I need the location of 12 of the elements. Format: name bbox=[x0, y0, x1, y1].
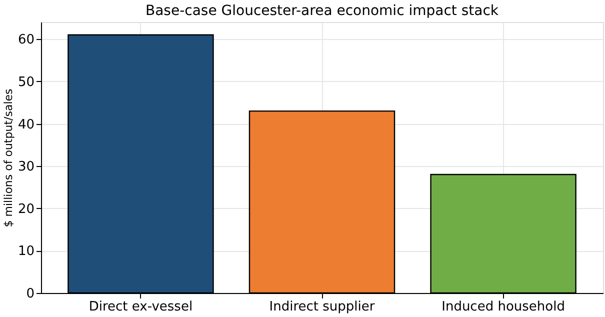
y-tick-label: 20 bbox=[18, 202, 34, 217]
x-tick-label: Induced household bbox=[442, 300, 565, 314]
x-tick-label: Indirect supplier bbox=[269, 300, 376, 314]
y-tick-label: 10 bbox=[18, 244, 34, 260]
chart-title: Base-case Gloucester-area economic impact stack bbox=[145, 3, 500, 19]
y-axis-title: $ millions of output/sales bbox=[2, 88, 15, 228]
y-tick-label: 60 bbox=[18, 32, 34, 48]
y-tick-label: 50 bbox=[18, 74, 34, 90]
y-tick-label: 40 bbox=[18, 117, 34, 132]
x-tick-label: Direct ex-vessel bbox=[88, 300, 193, 314]
y-tick-label: 30 bbox=[18, 160, 34, 175]
y-tick-label: 0 bbox=[26, 286, 34, 302]
